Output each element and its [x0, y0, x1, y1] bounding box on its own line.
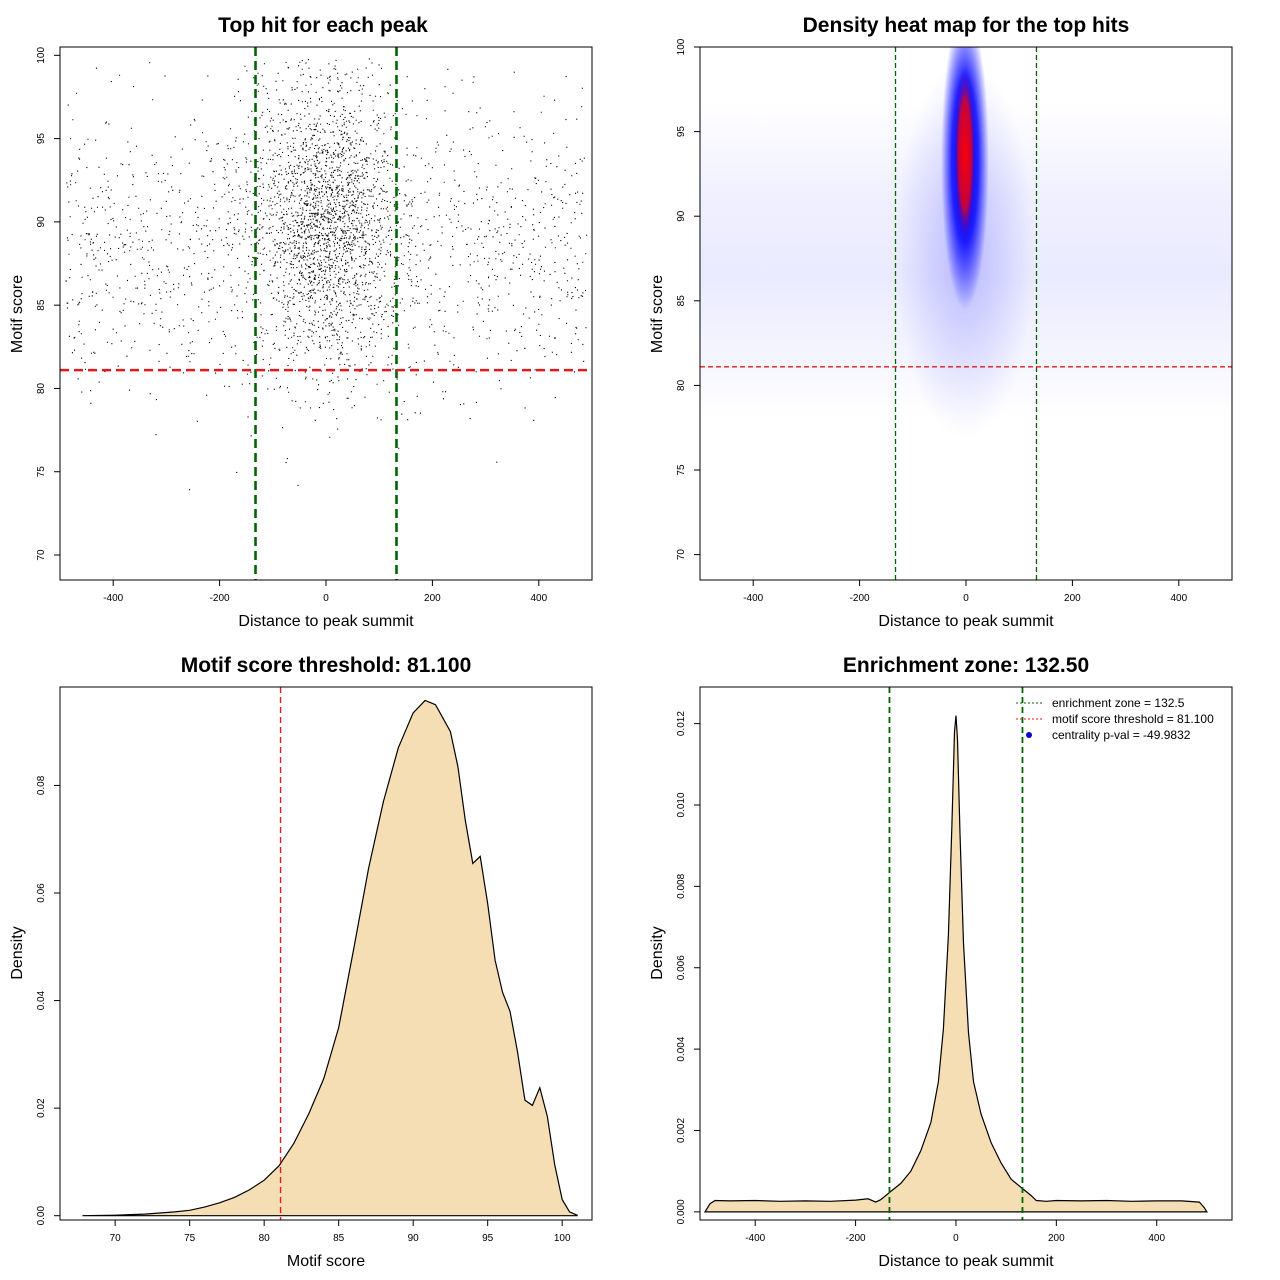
y-tick-label: 0.000 — [676, 1199, 687, 1224]
y-tick-label: 0.02 — [36, 1098, 47, 1118]
heatmap-density — [700, 47, 1232, 440]
y-tick-label: 70 — [676, 549, 687, 561]
y-tick-label: 75 — [36, 466, 47, 478]
x-tick-label: 75 — [184, 1233, 196, 1244]
y-tick-label: 85 — [676, 295, 687, 307]
distance-density-y-axis: 0.000 0.002 0.004 0.006 0.008 0.010 0.012 — [676, 711, 700, 1224]
score-density-x-axis: 70 75 80 85 90 95 100 — [110, 1220, 571, 1244]
y-tick-label: 100 — [676, 38, 687, 55]
x-tick-label: 80 — [259, 1233, 271, 1244]
x-tick-label: 400 — [1170, 593, 1187, 604]
scatter-point-cloud — [65, 58, 588, 491]
x-tick-label: 70 — [110, 1233, 122, 1244]
y-tick-label: 90 — [36, 216, 47, 228]
heatmap-panel: Density heat map for the top hits -400 -2… — [649, 14, 1233, 630]
x-tick-label: 400 — [530, 593, 547, 604]
y-tick-label: 0.012 — [676, 711, 687, 736]
x-tick-label: 100 — [554, 1233, 571, 1244]
x-tick-label: 95 — [482, 1233, 494, 1244]
scatter-panel: Top hit for each peak -400 -200 0 200 400 70… — [9, 14, 593, 630]
x-tick-label: 0 — [953, 1233, 959, 1244]
x-tick-label: 400 — [1148, 1233, 1165, 1244]
heatmap-reference-lines — [700, 47, 1232, 580]
heatmap-hotspot — [954, 65, 976, 245]
y-tick-label: 90 — [676, 210, 687, 222]
y-tick-label: 0.00 — [36, 1206, 47, 1226]
y-tick-label: 0.04 — [36, 990, 47, 1010]
score-density-title: Motif score threshold: 81.100 — [181, 654, 472, 677]
x-tick-label: -200 — [210, 593, 230, 604]
y-tick-label: 0.08 — [36, 775, 47, 795]
x-tick-label: 90 — [408, 1233, 420, 1244]
legend-label-motif-threshold: motif score threshold = 81.100 — [1052, 712, 1214, 726]
heatmap-title: Density heat map for the top hits — [803, 14, 1130, 37]
heatmap-x-axis: -400 -200 0 200 400 — [743, 580, 1188, 604]
score-density-y-axis-label: Density — [9, 926, 26, 979]
x-tick-label: -400 — [743, 593, 763, 604]
scatter-reference-lines — [60, 47, 592, 580]
y-tick-label: 0.004 — [676, 1036, 687, 1061]
scatter-y-axis: 70 75 80 85 90 95 100 — [36, 47, 60, 561]
heatmap-y-axis: 70 75 80 85 90 95 100 — [676, 38, 700, 560]
scatter-x-axis-label: Distance to peak summit — [238, 613, 414, 630]
y-tick-label: 85 — [36, 299, 47, 311]
y-tick-label: 0.002 — [676, 1118, 687, 1143]
heatmap-y-axis-label: Motif score — [649, 275, 666, 353]
distance-density-title: Enrichment zone: 132.50 — [843, 654, 1089, 677]
x-tick-label: -200 — [846, 1233, 866, 1244]
score-density-y-axis: 0.00 0.02 0.04 0.06 0.08 — [36, 775, 60, 1225]
score-density-panel: Motif score threshold: 81.100 70 75 80 85 90… — [9, 654, 593, 1270]
distance-density-reference-lines — [888, 687, 1024, 1220]
scatter-x-axis: -400 -200 0 200 400 — [103, 580, 548, 604]
y-tick-label: 0.008 — [676, 873, 687, 898]
x-tick-label: 200 — [424, 593, 441, 604]
y-tick-label: 70 — [36, 549, 47, 561]
scatter-plot-frame — [59, 46, 593, 581]
x-tick-label: 0 — [323, 593, 329, 604]
distance-density-panel: Enrichment zone: 132.50 -400 -200 0 200 400 … — [649, 654, 1233, 1270]
distance-density-area — [703, 715, 1208, 1213]
distance-density-x-axis-label: Distance to peak summit — [878, 1253, 1054, 1270]
score-density-x-axis-label: Motif score — [287, 1253, 365, 1270]
distance-density-y-axis-label: Density — [649, 926, 666, 979]
scatter-y-axis-label: Motif score — [9, 275, 26, 353]
y-tick-label: 80 — [36, 382, 47, 394]
scatter-title: Top hit for each peak — [218, 14, 428, 37]
distance-density-plot-frame — [699, 686, 1233, 1221]
x-tick-label: 200 — [1064, 593, 1081, 604]
legend-label-enrichment-zone: enrichment zone = 132.5 — [1052, 696, 1185, 710]
x-tick-label: -400 — [103, 593, 123, 604]
y-tick-label: 0.06 — [36, 883, 47, 903]
score-density-area — [82, 699, 578, 1217]
legend-label-centrality: centrality p-val = -49.9832 — [1052, 728, 1191, 742]
y-tick-label: 100 — [36, 47, 47, 64]
score-density-plot-frame — [59, 686, 593, 1221]
x-tick-label: -400 — [745, 1233, 765, 1244]
y-tick-label: 95 — [676, 126, 687, 138]
legend: enrichment zone = 132.5 motif score thre… — [1016, 696, 1214, 742]
x-tick-label: 85 — [333, 1233, 345, 1244]
scatter-points — [65, 58, 588, 491]
y-tick-label: 0.006 — [676, 955, 687, 980]
x-tick-label: -200 — [850, 593, 870, 604]
distance-density-x-axis: -400 -200 0 200 400 — [745, 1220, 1165, 1244]
x-tick-label: 200 — [1048, 1233, 1065, 1244]
y-tick-label: 95 — [36, 133, 47, 145]
y-tick-label: 80 — [676, 379, 687, 391]
x-tick-label: 0 — [963, 593, 969, 604]
heatmap-x-axis-label: Distance to peak summit — [878, 613, 1054, 630]
legend-swatch-centrality — [1026, 732, 1032, 738]
y-tick-label: 0.010 — [676, 792, 687, 817]
y-tick-label: 75 — [676, 464, 687, 476]
